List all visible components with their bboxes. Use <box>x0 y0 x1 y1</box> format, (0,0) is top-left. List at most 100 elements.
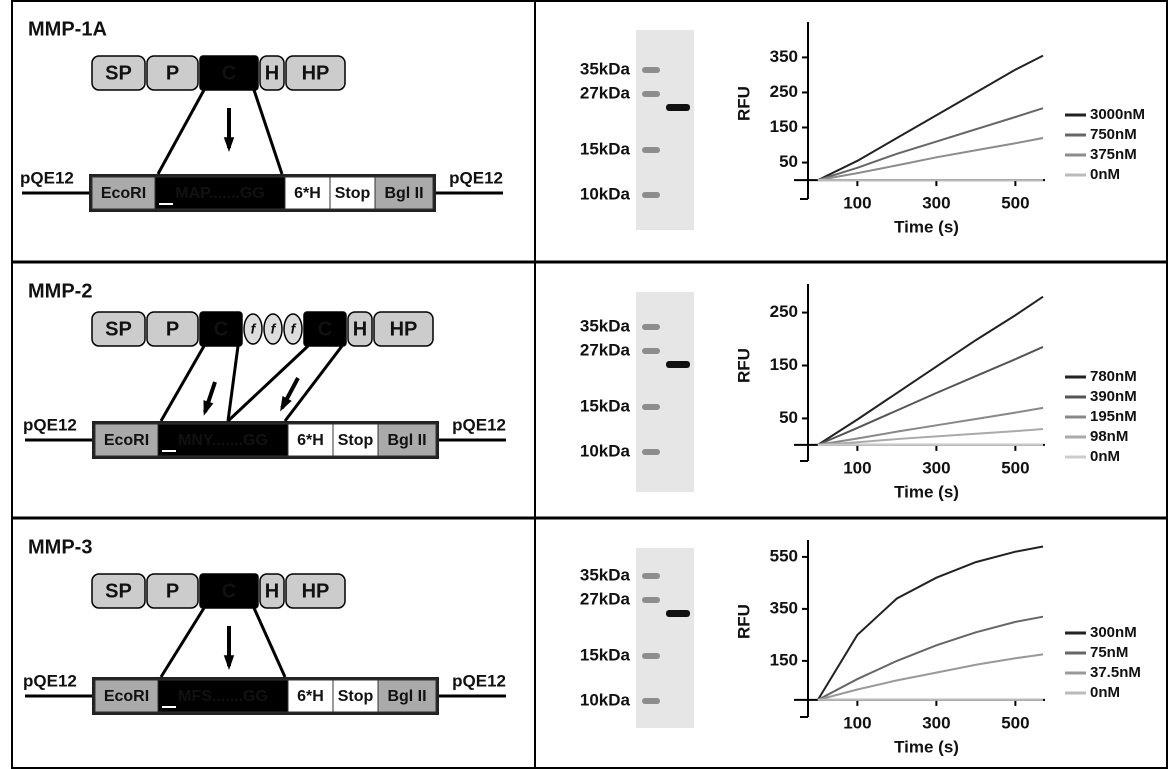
domain-label: P <box>166 318 179 340</box>
construct-label: Bgl II <box>387 688 426 705</box>
gel-marker-label: 35kDa <box>580 59 631 78</box>
construct-label: MAP.......GG <box>175 185 265 202</box>
y-tick-label: 350 <box>770 47 798 66</box>
construct-label: EcoRI <box>104 688 149 705</box>
gel-marker-label: 10kDa <box>580 184 631 203</box>
gel-marker-label: 27kDa <box>580 83 631 102</box>
legend-label: 195nM <box>1090 408 1137 425</box>
legend-label: 98nM <box>1090 428 1128 445</box>
legend-label: 390nM <box>1090 388 1137 405</box>
vector-label: pQE12 <box>23 415 77 434</box>
construct-label: EcoRI <box>101 185 146 202</box>
legend-label: 0nM <box>1090 684 1120 701</box>
map-line <box>161 608 204 677</box>
x-tick-label: 100 <box>843 713 871 732</box>
construct-label: Stop <box>338 688 374 705</box>
x-axis-label: Time (s) <box>894 737 959 756</box>
construct-label: MNY.......GG <box>178 432 268 449</box>
domain-label: C <box>222 62 236 84</box>
vector-label: pQE12 <box>452 415 506 434</box>
legend-label: 750nM <box>1090 126 1137 143</box>
domain-label: SP <box>105 62 132 84</box>
gel-band <box>642 573 660 579</box>
legend-label: 75nM <box>1090 644 1128 661</box>
construct-label: MFS.......GG <box>178 688 268 705</box>
x-tick-label: 500 <box>1001 458 1029 477</box>
construct-label: EcoRI <box>104 432 149 449</box>
domain-label: H <box>353 318 367 340</box>
x-tick-label: 300 <box>922 194 950 213</box>
legend-label: 375nM <box>1090 146 1137 163</box>
domain-label: HP <box>302 62 330 84</box>
gel-band <box>642 147 660 153</box>
gel-band <box>666 361 690 368</box>
vector-label: pQE12 <box>452 671 506 690</box>
gel-band <box>666 610 690 617</box>
y-axis-label: RFU <box>734 86 753 121</box>
gel-band <box>642 324 660 330</box>
vector-label: pQE12 <box>20 168 74 187</box>
y-axis-label: RFU <box>734 348 753 383</box>
y-tick-label: 50 <box>779 152 798 171</box>
legend-label: 0nM <box>1090 166 1120 183</box>
construct-label: 6*H <box>297 432 324 449</box>
y-tick-label: 350 <box>770 598 798 617</box>
domain-label: SP <box>105 318 132 340</box>
y-tick-label: 250 <box>770 302 798 321</box>
x-axis-label: Time (s) <box>894 218 959 237</box>
arrow-head <box>224 137 234 152</box>
gel-band <box>642 192 660 198</box>
domain-label: H <box>265 580 279 602</box>
gel-band <box>642 67 660 73</box>
y-tick-label: 150 <box>770 117 798 136</box>
gel-band <box>642 404 660 410</box>
gel-band <box>642 449 660 455</box>
gel-marker-label: 27kDa <box>580 589 631 608</box>
gel <box>636 30 694 230</box>
domain-label: P <box>166 62 179 84</box>
gel-marker-label: 27kDa <box>580 340 631 359</box>
gel-band <box>642 698 660 704</box>
gel-marker-label: 15kDa <box>580 645 631 664</box>
map-line <box>254 608 285 677</box>
x-tick-label: 100 <box>843 194 871 213</box>
data-line <box>818 347 1043 445</box>
gel-band <box>642 91 660 97</box>
arrow-head <box>224 655 234 670</box>
construct-label: 6*H <box>294 185 321 202</box>
x-axis-label: Time (s) <box>894 482 959 501</box>
domain-label: SP <box>105 580 132 602</box>
map-line <box>254 90 282 174</box>
x-tick-label: 300 <box>922 713 950 732</box>
panel-title: MMP-3 <box>28 536 92 558</box>
construct-label: Bgl II <box>384 185 423 202</box>
construct-label: Stop <box>338 432 374 449</box>
domain-label: P <box>166 580 179 602</box>
map-line <box>161 346 204 421</box>
x-tick-label: 100 <box>843 458 871 477</box>
y-axis-label: RFU <box>734 604 753 639</box>
arrow-head <box>203 400 213 416</box>
gel-marker-label: 35kDa <box>580 565 631 584</box>
y-tick-label: 250 <box>770 82 798 101</box>
legend-label: 37.5nM <box>1090 664 1141 681</box>
gel <box>636 292 694 492</box>
figure: MMP-1ASPPCHHPpQE12pQE12EcoRIMAP.......GG… <box>0 0 1168 769</box>
legend-label: 300nM <box>1090 624 1137 641</box>
domain-label: C <box>318 318 332 340</box>
panel-title: MMP-1A <box>28 18 107 40</box>
panel-title: MMP-2 <box>28 280 92 302</box>
domain-label: HP <box>390 318 418 340</box>
y-tick-label: 150 <box>770 650 798 669</box>
x-tick-label: 500 <box>1001 713 1029 732</box>
gel-marker-label: 35kDa <box>580 316 631 335</box>
map-line <box>158 90 204 174</box>
gel-band <box>642 348 660 354</box>
x-tick-label: 500 <box>1001 194 1029 213</box>
y-tick-label: 50 <box>779 408 798 427</box>
gel-marker-label: 10kDa <box>580 441 631 460</box>
domain-label: H <box>265 62 279 84</box>
arrow-head <box>280 396 292 412</box>
construct-label: Bgl II <box>387 432 426 449</box>
vector-label: pQE12 <box>23 671 77 690</box>
